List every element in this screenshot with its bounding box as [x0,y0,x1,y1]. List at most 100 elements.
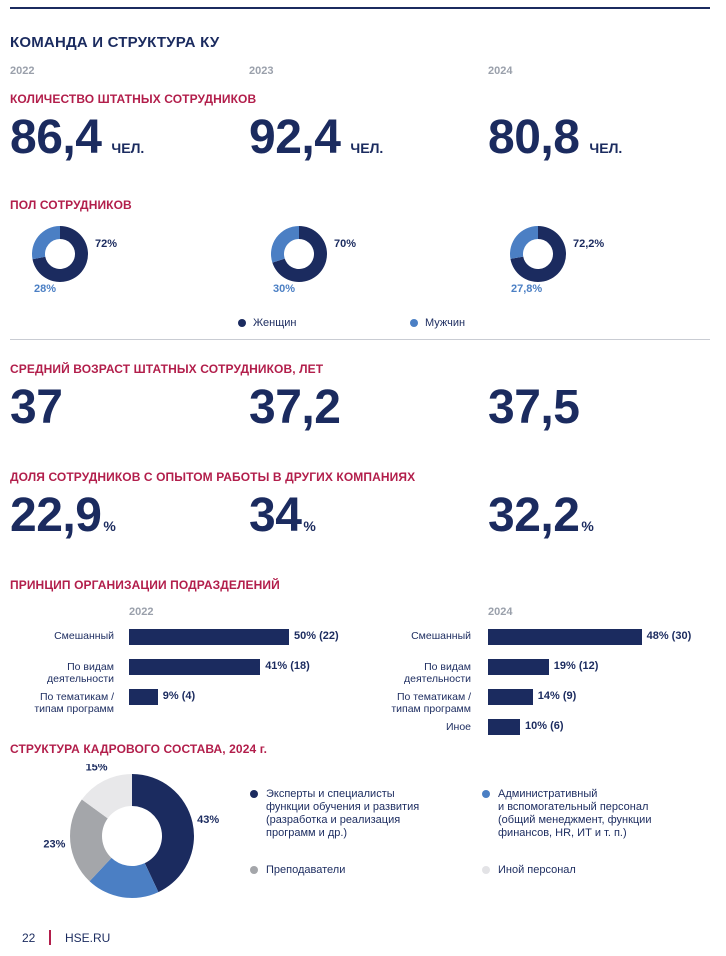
headcount-unit: ЧЕЛ. [350,140,384,156]
org-bar-value: 50% (22) [294,630,339,642]
legend-text: Административный и вспомогательный персо… [498,788,651,840]
top-rule [10,7,710,9]
legend-line: (общий менеджмент, функции [498,814,652,826]
org-year-left: 2022 [129,606,154,618]
year-2024: 2024 [488,65,513,77]
org-bar-value: 10% (6) [525,720,564,732]
other-pct-label: 15% [86,764,108,774]
men-slice [510,226,538,259]
legend-line: финансов, HR, ИТ и т. п.) [498,827,627,839]
teachers-slice [70,799,112,882]
legend-text: Эксперты и специалисты функции обучения … [266,788,419,840]
headcount-2022: 86,4 ЧЕЛ. [10,114,144,162]
gender-women-pct-2024: 72,2% [573,238,605,250]
headcount-value: 80,8 [488,111,580,164]
teachers-pct-label: 23% [43,838,65,850]
org-bar-value: 41% (18) [265,660,310,672]
experience-2022: 22,9% [10,492,116,540]
staff-legend-teachers: Преподаватели [250,864,345,877]
men-slice [31,226,60,260]
avg-age-2024: 37,5 [488,384,580,432]
org-right-label-other: Иное [445,721,471,733]
legend-line: программ и др.) [266,827,348,839]
headcount-heading: КОЛИЧЕСТВО ШТАТНЫХ СОТРУДНИКОВ [10,92,257,106]
gender-donut-2022 [31,226,88,282]
legend-men-dot [410,319,418,328]
org-bar-value: 14% (9) [537,690,577,702]
org-bar [129,629,289,645]
legend-dot [482,866,490,874]
footer-site-link[interactable]: HSE.RU [65,931,111,945]
legend-men-label: Мужчин [425,317,466,329]
staff-legend-experts: Эксперты и специалисты функции обучения … [250,788,419,840]
experience-unit: % [303,518,316,534]
staff-heading: СТРУКТУРА КАДРОВОГО СОСТАВА, 2024 г. [10,742,268,756]
legend-men: Мужчин [410,317,465,329]
page-number: 22 [22,931,36,945]
org-bar [488,689,533,705]
gender-women-pct-2023: 70% [334,238,357,250]
experience-2023: 34% [249,492,316,540]
experience-unit: % [103,518,116,534]
org-bar-value: 48% (30) [646,630,692,642]
experts-slice [132,774,194,893]
experience-heading: ДОЛЯ СОТРУДНИКОВ С ОПЫТОМ РАБОТЫ В ДРУГИ… [10,470,416,484]
headcount-2024: 80,8 ЧЕЛ. [488,114,622,162]
org-bar [488,659,549,675]
divider [10,339,710,340]
org-bar-value: 19% (12) [553,660,599,672]
women-slice [272,226,327,282]
year-2022: 2022 [10,65,35,77]
headcount-unit: ЧЕЛ. [111,140,145,156]
gender-heading: ПОЛ СОТРУДНИКОВ [10,198,132,212]
org-heading: ПРИНЦИП ОРГАНИЗАЦИИ ПОДРАЗДЕЛЕНИЙ [10,578,280,592]
year-2023: 2023 [249,65,274,77]
org-bar [488,719,520,735]
avg-age-value: 37,2 [249,381,341,434]
headcount-2023: 92,4 ЧЕЛ. [249,114,383,162]
gender-men-pct-2022: 28% [34,283,57,295]
label-line: типам программ [391,703,471,715]
staff-donut: 43%19%23%15% [43,764,219,898]
legend-text: Иной персонал [498,864,576,876]
org-year-right: 2024 [488,606,513,618]
avg-age-2022: 37 [10,384,63,432]
admin-slice [89,857,159,898]
experience-value: 34 [249,489,302,542]
page-title: КОМАНДА И СТРУКТУРА КУ [10,34,220,51]
org-bar [488,629,642,645]
avg-age-2023: 37,2 [249,381,341,434]
org-left-label-topic: По тематикам / типам программ [2,691,114,715]
org-bar [129,659,261,675]
org-right-label-topic: По тематикам / типам программ [359,691,471,715]
label-line: типам программ [34,703,114,715]
label-line: По тематикам / [39,691,114,703]
org-left-label-activity: По видам деятельности [2,661,114,685]
legend-women-dot [238,319,246,328]
label-line: деятельности [404,673,471,685]
men-slice [271,226,299,263]
legend-line: Административный [498,788,598,800]
gender-donut-2024 [510,226,566,282]
org-bar-value: 9% (4) [162,690,196,702]
women-slice [510,226,566,282]
women-slice [32,226,88,282]
headcount-value: 92,4 [249,111,341,164]
headcount-unit: ЧЕЛ. [589,140,623,156]
label-line: По видам [67,661,114,673]
staff-legend-other: Иной персонал [482,864,576,877]
avg-age-heading: СРЕДНИЙ ВОЗРАСТ ШТАТНЫХ СОТРУДНИКОВ, ЛЕТ [10,362,324,376]
label-line: деятельности [47,673,114,685]
experience-value: 22,9 [10,489,102,542]
legend-text: Преподаватели [266,864,346,876]
gender-men-pct-2024: 27,8% [511,283,543,295]
legend-line: (разработка и реализация [266,814,401,826]
legend-women: Женщин [238,317,296,329]
headcount-value: 86,4 [10,111,102,164]
org-bar [129,689,158,705]
experience-value: 32,2 [488,489,580,542]
label-line: По видам [424,661,471,673]
org-right-label-mixed: Смешанный [411,630,471,642]
label-line: По тематикам / [396,691,471,703]
org-left-label-mixed: Смешанный [54,630,114,642]
